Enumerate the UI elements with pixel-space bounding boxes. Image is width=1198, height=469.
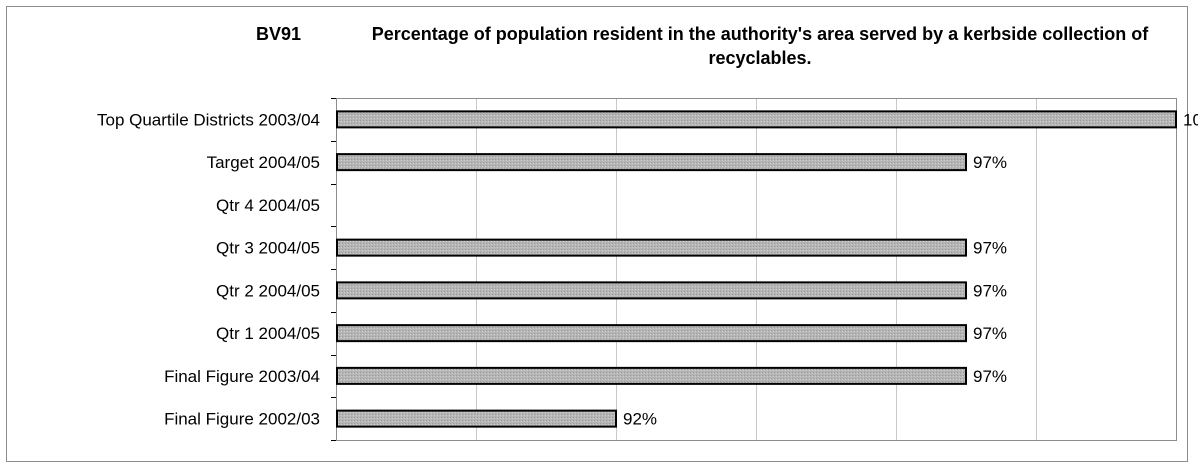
data-label: 92% xyxy=(623,410,657,429)
data-label: 97% xyxy=(973,367,1007,386)
category-label: Final Figure 2003/04 xyxy=(164,367,320,386)
data-label: 97% xyxy=(973,324,1007,343)
category-label: Top Quartile Districts 2003/04 xyxy=(97,110,320,129)
chart-title: Percentage of population resident in the… xyxy=(371,24,1149,68)
bar xyxy=(336,324,967,343)
category-label: Target 2004/05 xyxy=(207,153,320,172)
data-label: 100% xyxy=(1183,110,1198,129)
chart-code: BV91 xyxy=(256,24,302,44)
bar xyxy=(336,366,967,385)
bar xyxy=(336,409,617,428)
bar xyxy=(336,238,967,257)
bar xyxy=(336,110,1177,129)
chart-frame xyxy=(6,6,1188,462)
category-label: Qtr 4 2004/05 xyxy=(216,196,320,215)
bar xyxy=(336,281,967,300)
plot-area xyxy=(336,98,1177,441)
category-label: Final Figure 2002/03 xyxy=(164,410,320,429)
data-label: 97% xyxy=(973,153,1007,172)
data-label: 97% xyxy=(973,239,1007,258)
category-label: Qtr 2 2004/05 xyxy=(216,281,320,300)
category-label: Qtr 1 2004/05 xyxy=(216,324,320,343)
category-label: Qtr 3 2004/05 xyxy=(216,239,320,258)
bar xyxy=(336,153,967,172)
data-label: 97% xyxy=(973,281,1007,300)
